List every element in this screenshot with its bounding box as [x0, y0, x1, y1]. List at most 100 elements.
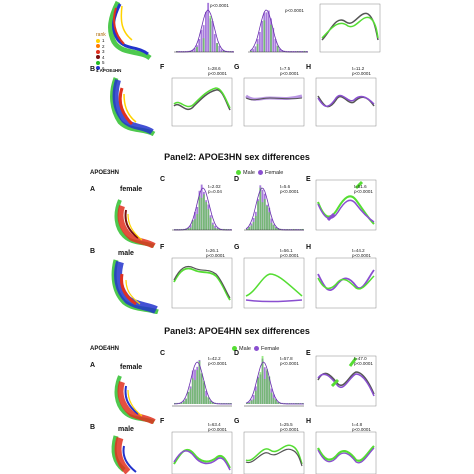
histogram-bar: [263, 199, 266, 230]
histogram-bar: [301, 51, 304, 52]
histogram-bar: [277, 402, 280, 404]
panel3-label-g: G: [234, 418, 240, 425]
histogram-bar: [180, 403, 183, 404]
panel3-stat-h: t=4.8 p<0.0001: [352, 422, 371, 432]
histogram-bar: [194, 380, 196, 404]
histogram-bar: [203, 194, 205, 230]
histogram-bar: [193, 48, 196, 52]
panel2-stat-e: t=51.6 p<0.0001: [354, 184, 373, 194]
histogram-bar: [187, 391, 190, 404]
stat-t: t=44.2: [352, 248, 365, 253]
stat-t: t=11.2: [352, 66, 365, 71]
legend-female: Female: [264, 169, 284, 176]
rank-swatch: [96, 60, 100, 65]
panel2-row-b-sex: male: [118, 250, 134, 257]
histogram-bar: [268, 376, 271, 404]
panel1-hist-c: [174, 2, 234, 53]
panel2-curve-h: [315, 257, 377, 309]
histogram-bar: [246, 402, 248, 404]
panel3-title: Panel3: APOE4HN sex differences: [164, 326, 310, 336]
histogram-bar: [225, 229, 228, 230]
histogram-bar: [250, 50, 252, 52]
histogram-bar: [214, 227, 216, 230]
stat-p: p<0.0001: [354, 189, 373, 194]
panel2-label-h: H: [306, 244, 312, 251]
histogram-bar: [218, 45, 221, 52]
rank-legend-title: rank: [96, 32, 106, 38]
stat-t: t=42.2: [208, 356, 221, 361]
histogram-bar: [220, 403, 223, 404]
legend-male: Male: [239, 345, 251, 352]
panel1-stat-h: t=11.2 p<0.0001: [352, 66, 371, 76]
histogram-bar: [259, 372, 262, 404]
legend-male: Male: [243, 169, 255, 176]
stat-p: p<0.0001: [210, 3, 229, 8]
panel1-stat-d: p<0.0001: [285, 8, 304, 13]
histogram-bar: [261, 202, 264, 230]
panel3-stat-g: t=25.5 p<0.0001: [280, 422, 299, 432]
histogram-bar: [200, 29, 203, 52]
female-swatch: [253, 346, 259, 351]
panel2-title: Panel2: APOE3HN sex differences: [164, 152, 310, 162]
histogram-bar: [256, 44, 259, 52]
histogram-bar: [277, 228, 280, 230]
panel3-row-a-sex: female: [120, 364, 143, 371]
panel1-curve-f: [171, 77, 233, 127]
histogram-bar: [207, 397, 210, 404]
stat-p: p<0.0001: [280, 427, 299, 432]
panel1-row-b-label: B: [90, 66, 96, 73]
stat-t: t=63.4: [208, 422, 221, 427]
histogram-bar: [261, 20, 263, 52]
panel2-curve-e: [315, 179, 377, 231]
rank-legend-item: 6: [96, 66, 106, 72]
panel2-curve-f: [171, 257, 233, 309]
histogram-bar: [299, 51, 301, 52]
stat-t: t=2.02: [208, 184, 221, 189]
panel3-label-c: C: [160, 350, 166, 357]
histogram-bar: [209, 15, 212, 53]
panel2-legend: Male Female: [236, 170, 283, 176]
female-swatch: [257, 170, 263, 175]
histogram-bar: [207, 209, 210, 230]
panel2-hist-c: [172, 184, 232, 231]
panel1-label-h: H: [306, 64, 312, 71]
histogram-bar: [207, 2, 210, 52]
histogram-bar: [268, 212, 271, 230]
histogram-bar: [184, 50, 187, 52]
histogram-bar: [187, 228, 190, 230]
histogram-bar: [231, 50, 234, 52]
rank-number: 3: [102, 49, 105, 54]
panel3-curve-e: [315, 355, 377, 407]
panel2-hist-d: [244, 185, 304, 231]
histogram-bar: [272, 398, 275, 404]
histogram-bar: [174, 402, 176, 404]
stat-p: p<0.0001: [208, 427, 227, 432]
histogram-bar: [250, 225, 253, 230]
panel2-label-e: E: [306, 176, 311, 183]
panel1-curve-h: [315, 77, 377, 127]
histogram-bar: [180, 50, 183, 52]
histogram-bar: [297, 402, 300, 404]
rank-number: 2: [102, 43, 105, 49]
histogram-bar: [176, 51, 178, 52]
rank-swatch: [96, 49, 100, 54]
histogram-bar: [198, 195, 201, 230]
histogram-bar: [292, 228, 295, 230]
histogram-bar: [292, 50, 295, 52]
panel2-row-a-sex: female: [120, 186, 143, 193]
stat-p: p<0.0001: [206, 253, 225, 258]
panel2-stat-f: t=26.1 p<0.0001: [206, 248, 225, 258]
histogram-bar: [216, 228, 219, 230]
histogram-bar: [246, 229, 248, 230]
histogram-bar: [211, 224, 214, 230]
histogram-bar: [270, 222, 273, 230]
stat-p: p<0.0001: [280, 361, 299, 366]
stat-t: t=7.5: [280, 66, 291, 71]
male-swatch: [232, 346, 237, 351]
histogram-bar: [265, 12, 268, 52]
histogram-bar: [299, 229, 302, 230]
panel3-row-a-letter: A: [90, 362, 96, 369]
density-curve: [245, 187, 304, 231]
histogram-bar: [288, 403, 291, 404]
